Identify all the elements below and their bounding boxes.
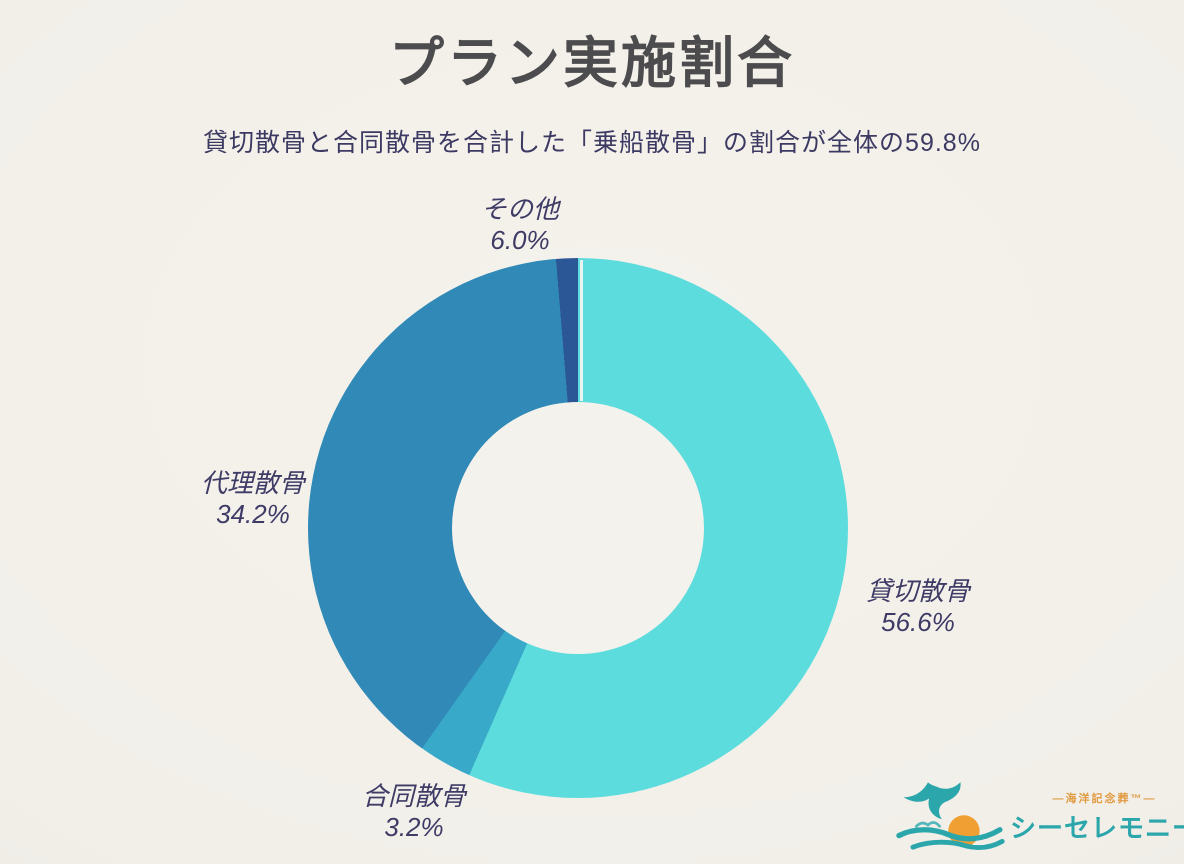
slice-value: 56.6%: [881, 607, 955, 637]
slice-name: 合同散骨: [361, 781, 466, 811]
donut-chart: [308, 258, 848, 798]
slice-value: 6.0%: [490, 225, 550, 255]
slice-label-dairi: 代理散骨 34.2%: [153, 468, 353, 530]
slice-value: 34.2%: [216, 499, 290, 529]
slice-label-goudou: 合同散骨 3.2%: [314, 781, 514, 843]
logo-text: —海洋記念葬™— シーセレモニー: [1010, 790, 1184, 845]
slice-name: その他: [480, 194, 559, 224]
logo-name: シーセレモニー: [1010, 812, 1184, 843]
logo-tagline: —海洋記念葬™—: [1052, 792, 1157, 805]
slice-seam: [580, 260, 583, 401]
slice-value: 3.2%: [384, 812, 444, 842]
seagull-sun-wave-icon: [896, 782, 1005, 851]
slice-name: 貸切散骨: [865, 576, 970, 606]
page-subtitle: 貸切散骨と合同散骨を合計した「乗船散骨」の割合が全体の59.8%: [203, 129, 981, 157]
donut-hole: [452, 402, 704, 654]
page-title: プラン実施割合: [388, 32, 795, 94]
slice-label-sonota: その他 6.0%: [420, 194, 620, 256]
slice-name: 代理散骨: [200, 468, 305, 498]
slice-label-kashikiri: 貸切散骨 56.6%: [818, 576, 1018, 638]
company-logo: —海洋記念葬™— シーセレモニー: [892, 774, 1184, 860]
